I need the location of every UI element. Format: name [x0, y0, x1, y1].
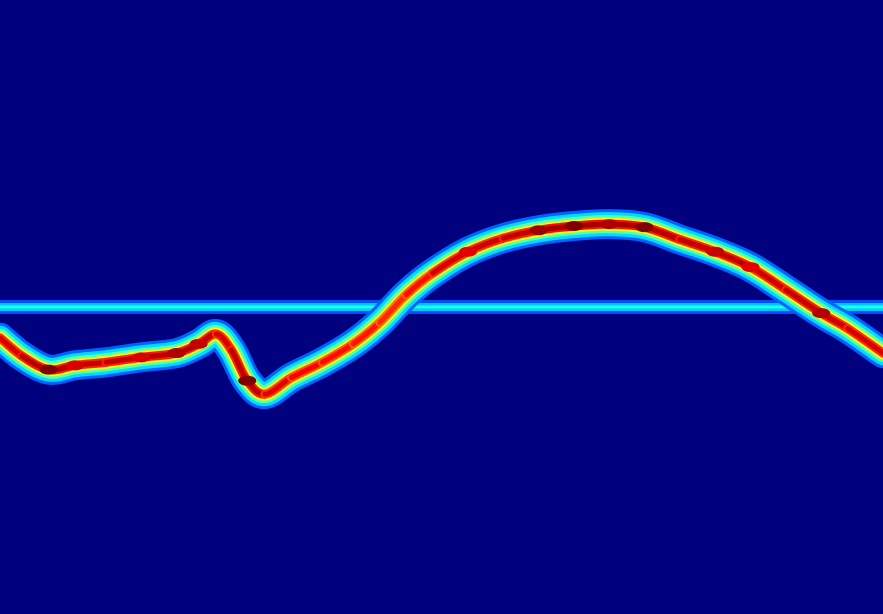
trace-hotspot-point	[812, 308, 831, 319]
trace-hotspot-point	[167, 348, 186, 359]
trace-hotspot-point	[66, 360, 85, 371]
trace-layer	[0, 209, 883, 410]
trace-hotspot-point	[39, 364, 58, 375]
trace-hotspot-point	[529, 225, 548, 236]
trace-hotspot-point	[189, 338, 208, 349]
trace-hotspot-point	[132, 352, 151, 363]
trace-hotspot-point	[458, 246, 477, 257]
trace-hotspot-point	[600, 219, 619, 230]
trace-hotspot-point	[706, 246, 725, 257]
trace-segment-core	[845, 326, 883, 356]
trace-hotspot-point	[564, 220, 583, 231]
trace-hotspot-point	[238, 375, 257, 386]
trace-hotspot-point	[741, 262, 760, 273]
trace-hotspot-point	[635, 222, 654, 233]
